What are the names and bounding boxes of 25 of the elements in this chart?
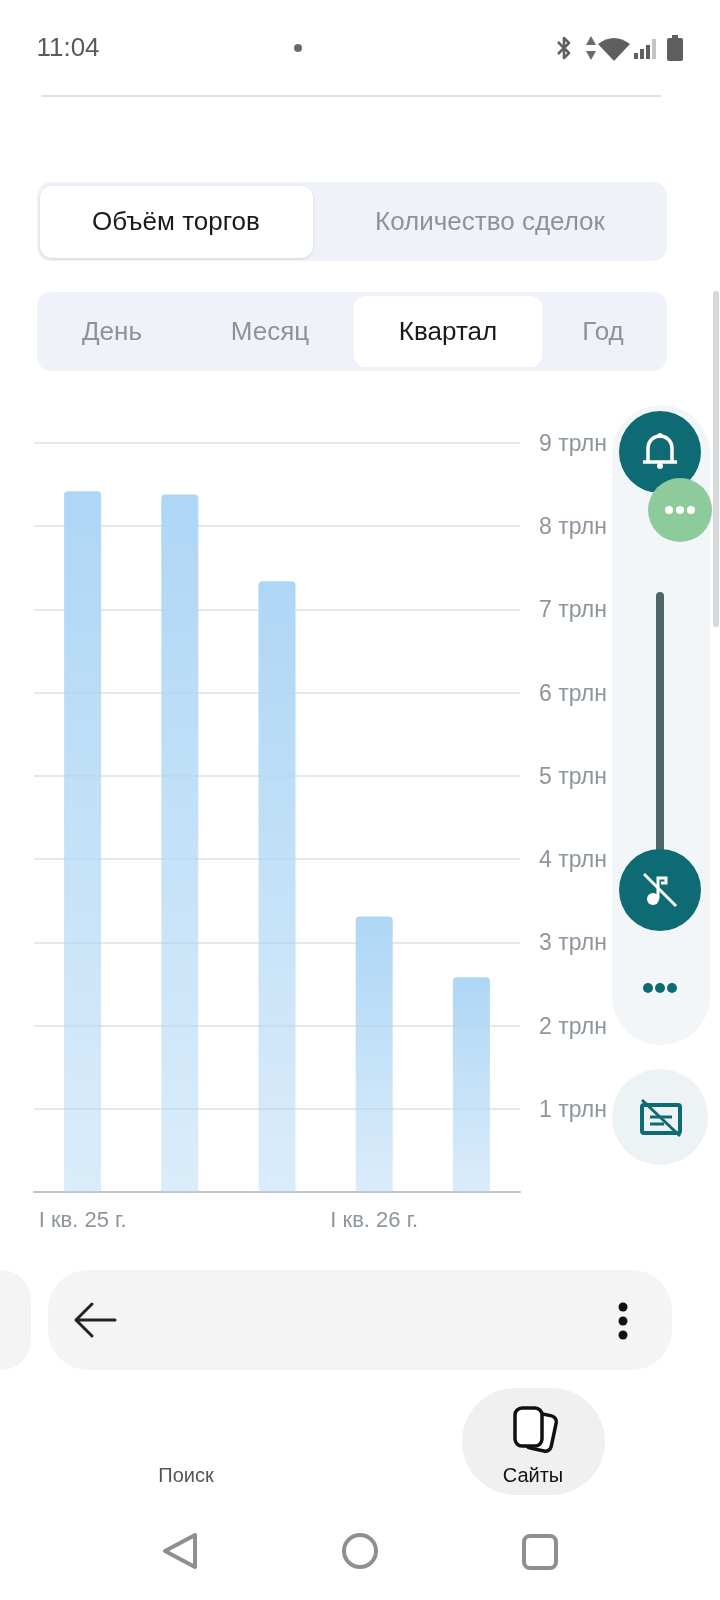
x-tick-label: I кв. 25 г. bbox=[38, 1206, 127, 1232]
bar bbox=[161, 494, 199, 1192]
text: День bbox=[82, 316, 142, 347]
y-tick-label: 4 трлн bbox=[539, 846, 607, 873]
bar bbox=[355, 916, 393, 1192]
y-tick-label: 1 трлн bbox=[539, 1095, 607, 1122]
text: Количество сделок bbox=[375, 206, 605, 237]
y-tick-label: 8 трлн bbox=[539, 513, 607, 540]
x-tick-label: I кв. 26 г. bbox=[330, 1206, 419, 1232]
text: Поиск bbox=[158, 1463, 214, 1487]
bar bbox=[258, 581, 296, 1192]
y-tick-label: 2 трлн bbox=[539, 1012, 607, 1039]
y-tick-label: 5 трлн bbox=[539, 762, 607, 789]
y-tick-label: 3 трлн bbox=[539, 929, 607, 956]
text: Объём торгов bbox=[92, 206, 260, 237]
text: Сайты bbox=[502, 1463, 564, 1487]
text: Месяц bbox=[230, 316, 310, 347]
y-tick-label: 9 трлн bbox=[539, 430, 607, 456]
text: 11:04 bbox=[36, 32, 100, 63]
text: Квартал bbox=[398, 316, 498, 347]
bar bbox=[64, 491, 102, 1192]
y-tick-label: 7 трлн bbox=[539, 596, 607, 623]
y-tick-label: 6 трлн bbox=[539, 679, 607, 706]
text: Год bbox=[582, 316, 624, 347]
bar bbox=[452, 977, 490, 1192]
